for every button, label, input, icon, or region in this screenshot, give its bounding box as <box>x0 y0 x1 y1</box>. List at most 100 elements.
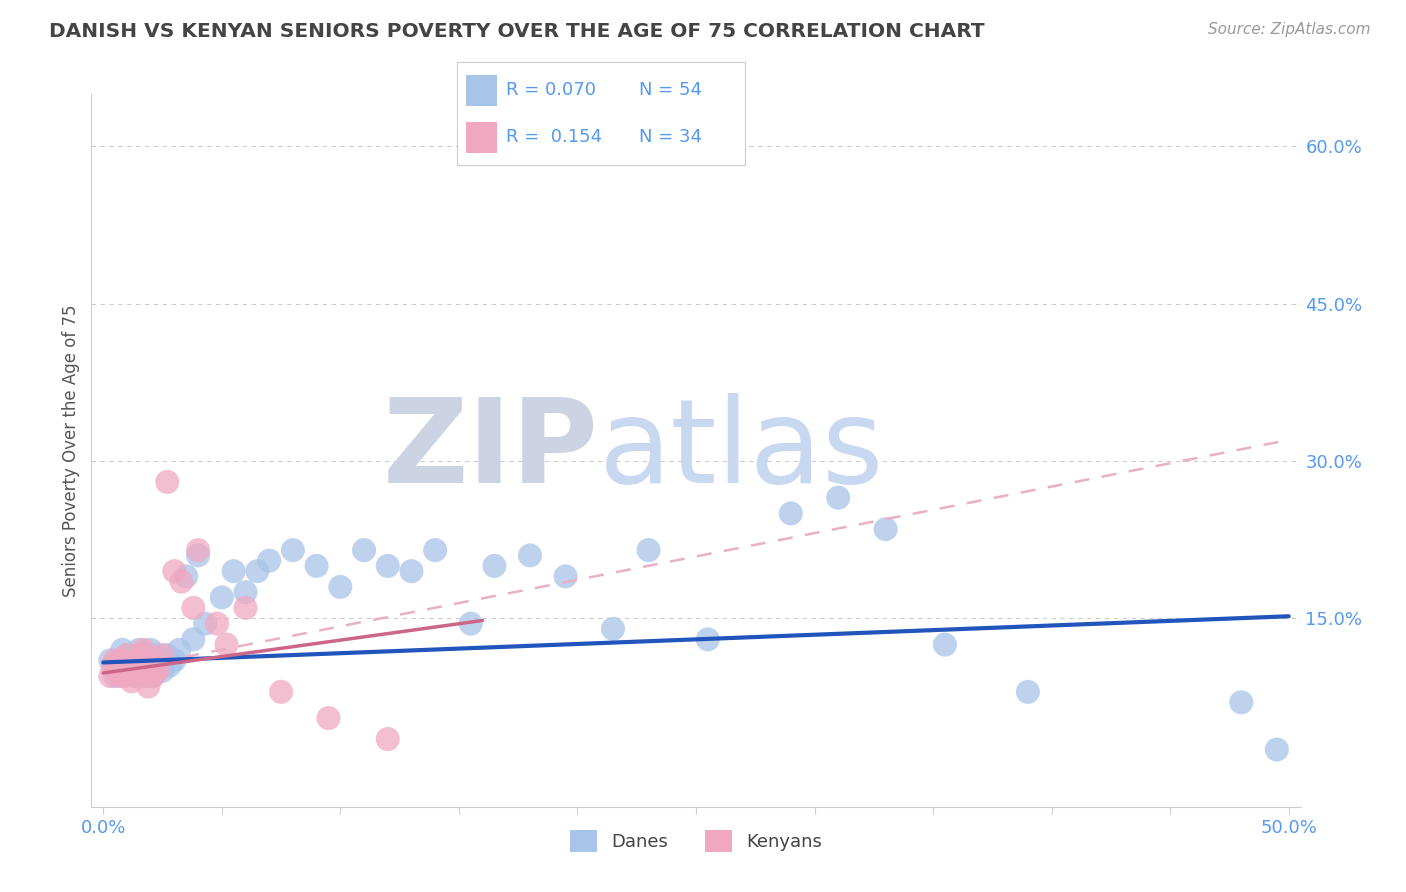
Point <box>149 653 172 667</box>
Text: DANISH VS KENYAN SENIORS POVERTY OVER THE AGE OF 75 CORRELATION CHART: DANISH VS KENYAN SENIORS POVERTY OVER TH… <box>49 22 984 41</box>
Point <box>156 475 179 489</box>
Point <box>215 638 238 652</box>
Point <box>1265 742 1288 756</box>
Point <box>128 664 150 678</box>
Point <box>183 632 205 647</box>
Point <box>122 669 145 683</box>
Point <box>270 685 292 699</box>
FancyBboxPatch shape <box>465 75 498 105</box>
Text: atlas: atlas <box>599 393 884 508</box>
Text: N = 54: N = 54 <box>638 81 702 99</box>
Point <box>145 648 167 662</box>
Point <box>211 591 233 605</box>
Point <box>139 653 162 667</box>
Point <box>104 653 127 667</box>
Point <box>142 669 165 683</box>
Point <box>108 669 131 683</box>
Point <box>934 638 956 652</box>
Point <box>115 648 138 662</box>
FancyBboxPatch shape <box>465 122 498 153</box>
Point <box>135 669 157 683</box>
Point <box>187 543 209 558</box>
Point <box>128 664 150 678</box>
Point <box>187 549 209 563</box>
Point <box>135 669 157 683</box>
Point <box>146 664 169 678</box>
Point <box>122 669 145 683</box>
Point <box>167 643 190 657</box>
Point <box>121 653 143 667</box>
Point <box>108 658 131 673</box>
Point <box>257 554 280 568</box>
Point <box>101 658 124 673</box>
Point <box>152 648 174 662</box>
Point <box>129 648 152 662</box>
Text: R = 0.070: R = 0.070 <box>506 81 596 99</box>
Point <box>163 653 186 667</box>
Point <box>114 669 136 683</box>
Point <box>121 674 143 689</box>
Point <box>484 558 506 573</box>
Point <box>329 580 352 594</box>
Point <box>136 680 159 694</box>
Point <box>174 569 197 583</box>
Point <box>194 616 217 631</box>
Point <box>1230 695 1253 709</box>
Text: N = 34: N = 34 <box>638 128 702 146</box>
Point <box>637 543 659 558</box>
Point <box>318 711 340 725</box>
Point <box>602 622 624 636</box>
Point <box>377 732 399 747</box>
Point <box>554 569 576 583</box>
Point <box>139 658 162 673</box>
Point <box>145 653 167 667</box>
Point <box>128 643 150 657</box>
Point <box>696 632 718 647</box>
Point <box>235 585 257 599</box>
Point <box>460 616 482 631</box>
Legend: Danes, Kenyans: Danes, Kenyans <box>562 822 830 859</box>
Point <box>115 664 138 678</box>
Point <box>98 669 121 683</box>
Point <box>156 648 179 662</box>
Point <box>305 558 328 573</box>
Text: Source: ZipAtlas.com: Source: ZipAtlas.com <box>1208 22 1371 37</box>
Y-axis label: Seniors Poverty Over the Age of 75: Seniors Poverty Over the Age of 75 <box>62 304 80 597</box>
Point <box>136 658 159 673</box>
Point <box>779 507 801 521</box>
Point <box>111 643 134 657</box>
Point <box>122 658 145 673</box>
Point <box>401 564 423 578</box>
Point <box>146 658 169 673</box>
Point <box>111 653 134 667</box>
Point <box>163 564 186 578</box>
Point <box>115 648 138 662</box>
Point <box>425 543 447 558</box>
Point <box>132 648 155 662</box>
Point <box>152 664 174 678</box>
Point <box>246 564 269 578</box>
Point <box>132 643 155 657</box>
Point <box>98 653 121 667</box>
Text: R =  0.154: R = 0.154 <box>506 128 602 146</box>
Point <box>142 669 165 683</box>
Point <box>875 522 897 536</box>
Point <box>125 653 148 667</box>
Point <box>159 658 181 673</box>
Point <box>139 643 162 657</box>
Point <box>205 616 228 631</box>
Point <box>827 491 849 505</box>
Text: ZIP: ZIP <box>384 393 599 508</box>
Point <box>519 549 541 563</box>
Point <box>170 574 193 589</box>
Point <box>104 669 127 683</box>
Point <box>353 543 375 558</box>
Point <box>107 664 129 678</box>
Point <box>118 664 141 678</box>
Point <box>183 600 205 615</box>
Point <box>235 600 257 615</box>
Point <box>281 543 304 558</box>
Point <box>377 558 399 573</box>
Point <box>1017 685 1039 699</box>
Point <box>222 564 245 578</box>
